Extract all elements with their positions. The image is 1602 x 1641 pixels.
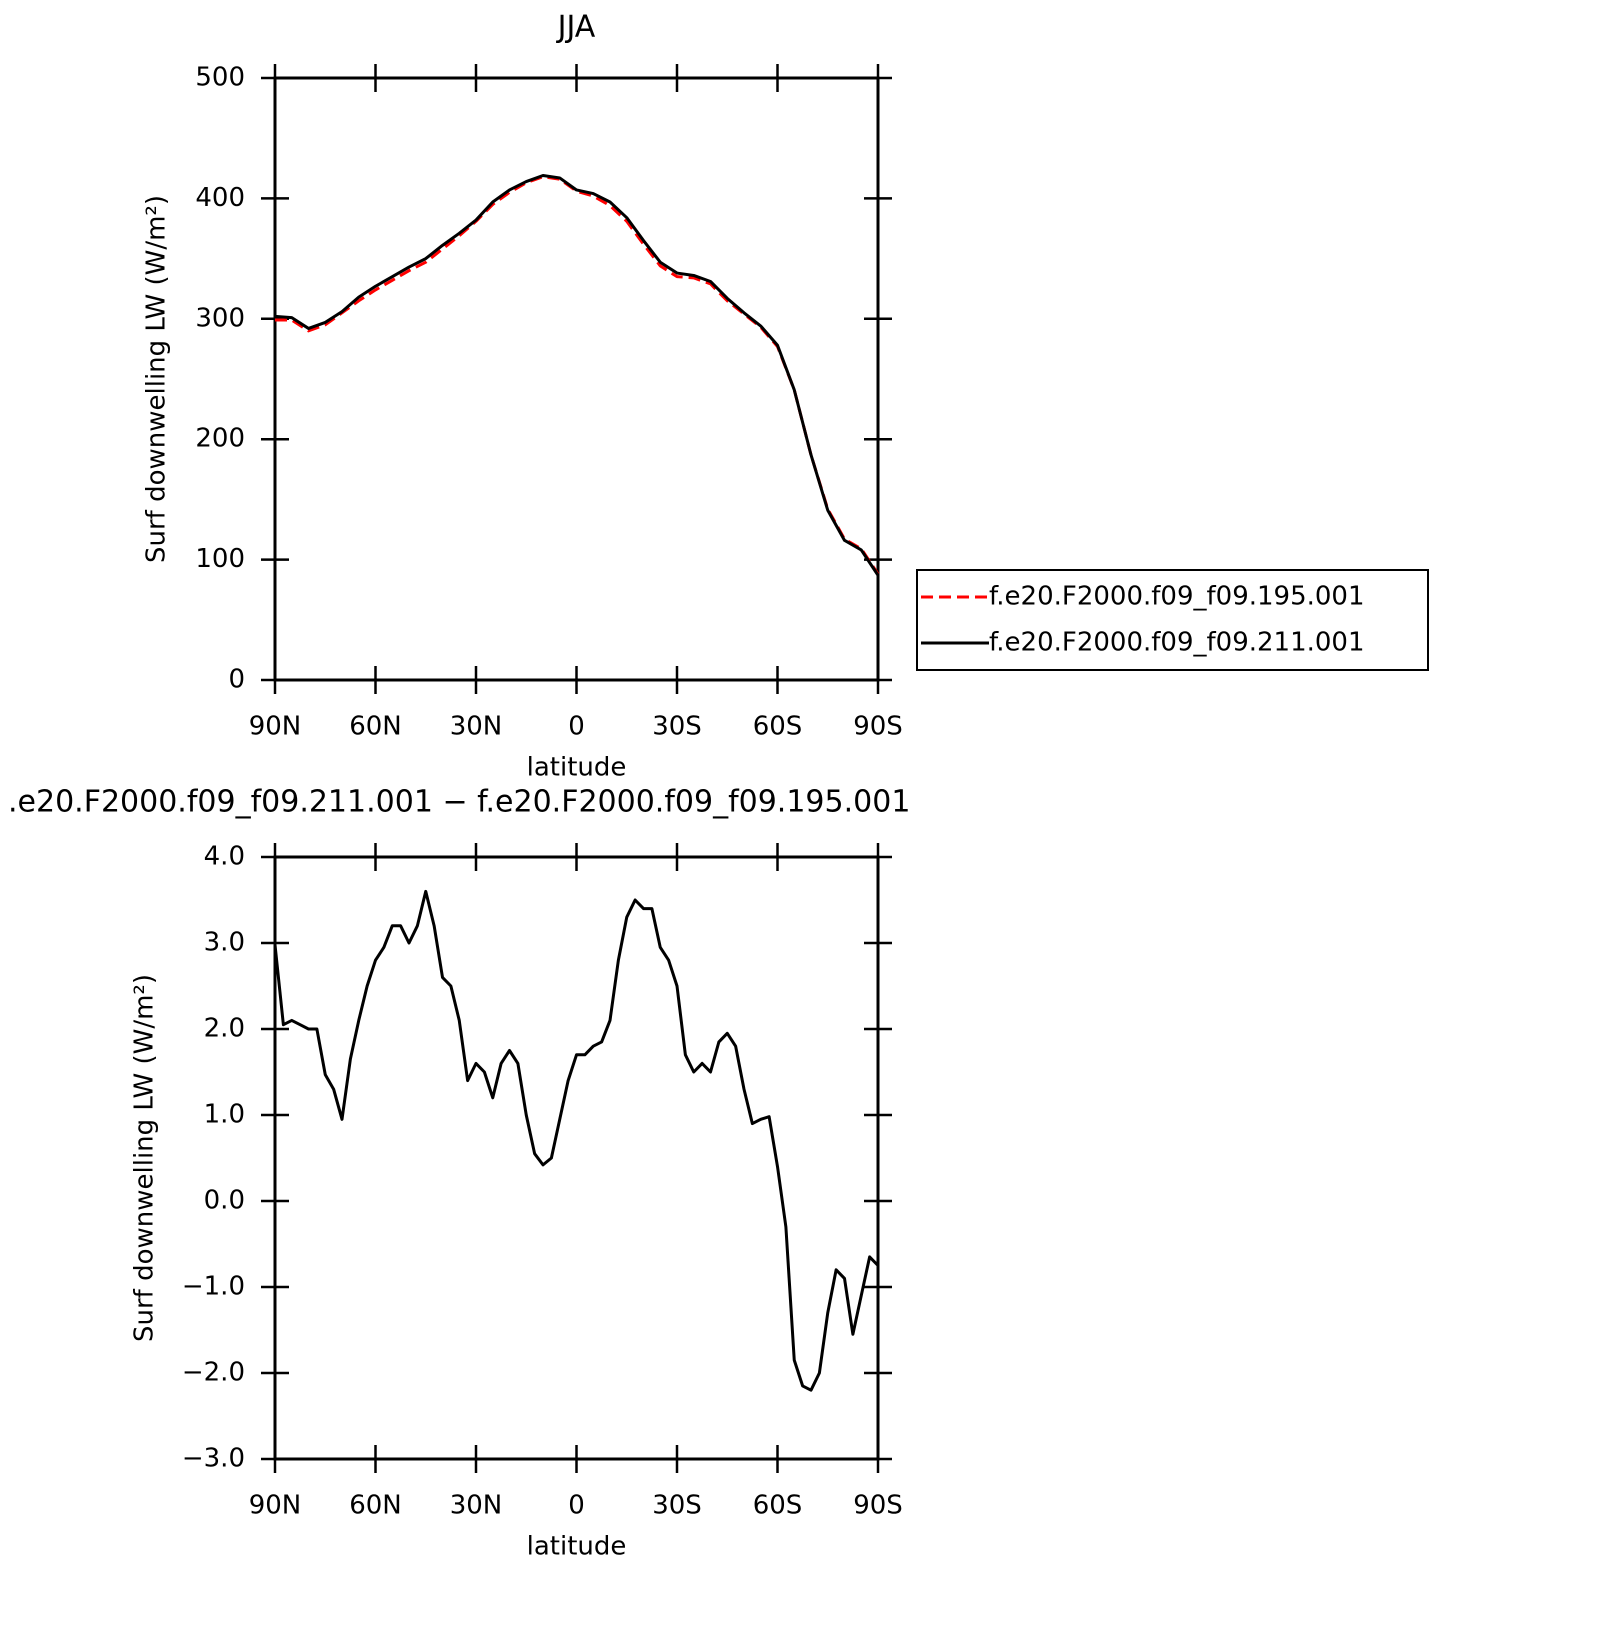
x-axis-label: latitude	[527, 1532, 627, 1562]
x-tick-label: 90N	[249, 712, 302, 742]
x-tick-label: 30N	[450, 1491, 503, 1521]
x-tick-label: 60N	[349, 1491, 402, 1521]
plot-frame	[273, 76, 880, 682]
x-tick-label: 90N	[249, 1491, 302, 1521]
x-axis-label: latitude	[527, 753, 627, 783]
x-tick-label: 60N	[349, 712, 402, 742]
y-tick-label: 500	[195, 63, 245, 93]
y-tick-label: 0.0	[204, 1186, 245, 1216]
y-tick-label: 2.0	[204, 1014, 245, 1044]
plot-frame	[273, 855, 880, 1461]
y-tick-label: 100	[195, 544, 245, 574]
y-axis-label: Surf downwelling LW (W/m²)	[142, 195, 172, 563]
x-tick-label: 0	[568, 1491, 585, 1521]
legend-label: f.e20.F2000.f09_f09.211.001	[989, 628, 1365, 658]
x-tick-label: 90S	[853, 1491, 903, 1521]
y-tick-label: 0	[228, 665, 245, 695]
y-tick-label: 400	[195, 183, 245, 213]
legend-box	[916, 569, 1429, 671]
x-tick-label: 30N	[450, 712, 503, 742]
y-tick-label: −2.0	[182, 1358, 245, 1388]
y-tick-label: −3.0	[182, 1444, 245, 1474]
y-axis-label: Surf downwelling LW (W/m²)	[130, 974, 160, 1342]
x-tick-label: 0	[568, 712, 585, 742]
data-line	[274, 174, 880, 577]
x-tick-label: 30S	[652, 1491, 702, 1521]
y-tick-label: 200	[195, 424, 245, 454]
x-tick-label: 30S	[652, 712, 702, 742]
y-tick-label: −1.0	[182, 1272, 245, 1302]
chart-title: JJA	[556, 10, 596, 45]
x-tick-label: 60S	[753, 1491, 803, 1521]
y-tick-label: 3.0	[204, 928, 245, 958]
x-tick-label: 60S	[753, 712, 803, 742]
legend-label: f.e20.F2000.f09_f09.195.001	[989, 582, 1365, 612]
y-tick-label: 1.0	[204, 1100, 245, 1130]
x-tick-label: 90S	[853, 712, 903, 742]
y-tick-label: 4.0	[204, 842, 245, 872]
chart-title: .e20.F2000.f09_f09.211.001 − f.e20.F2000…	[8, 785, 910, 820]
y-tick-label: 300	[195, 303, 245, 333]
data-line	[273, 889, 880, 1392]
